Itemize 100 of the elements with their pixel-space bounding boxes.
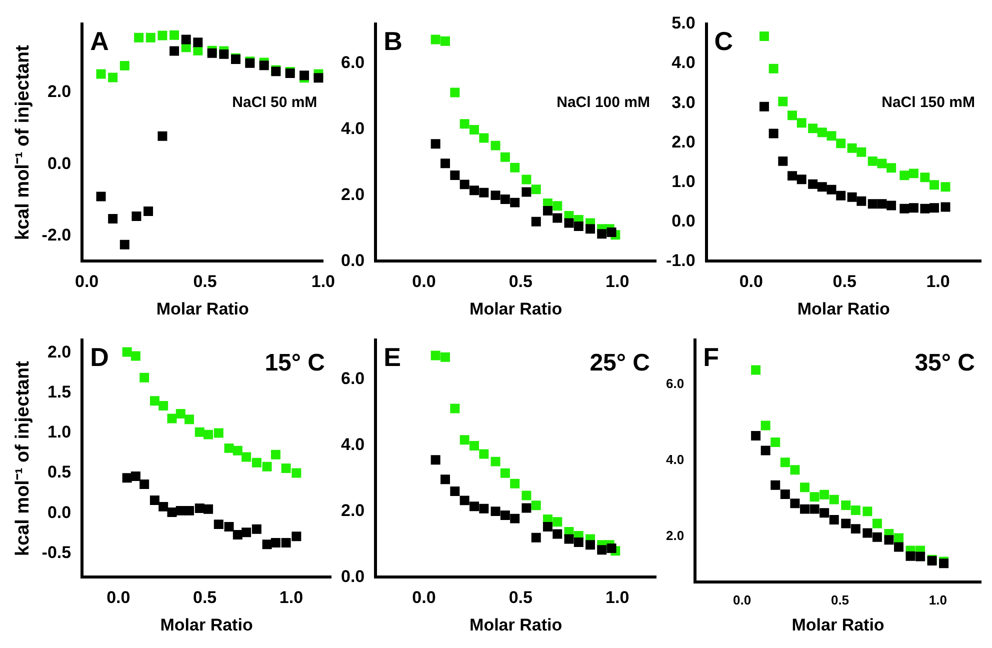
- y-tick-label: -1.0: [666, 250, 696, 270]
- x-tick-label: 0.5: [508, 588, 532, 608]
- point: [847, 143, 857, 153]
- point: [440, 158, 450, 168]
- point: [552, 201, 562, 211]
- point: [144, 206, 154, 216]
- annotation: NaCl 50 mM: [232, 94, 318, 111]
- point: [868, 199, 878, 209]
- point: [122, 473, 132, 483]
- point: [120, 240, 130, 250]
- y-axis-title: kcal mol⁻¹ of injectant: [12, 360, 34, 556]
- point: [167, 508, 177, 518]
- point: [314, 73, 324, 83]
- point: [531, 532, 541, 542]
- point: [836, 190, 846, 200]
- x-axis-title: Molar Ratio: [156, 299, 249, 318]
- point: [826, 184, 836, 194]
- point: [884, 535, 894, 545]
- point: [500, 510, 510, 520]
- point: [542, 206, 552, 216]
- point: [522, 174, 532, 184]
- point: [847, 192, 857, 202]
- point: [262, 540, 272, 550]
- point: [470, 125, 479, 134]
- y-tick-label: 0.0: [672, 211, 696, 230]
- point: [470, 441, 479, 450]
- point: [760, 446, 770, 456]
- point: [193, 38, 203, 48]
- point: [872, 532, 882, 542]
- point: [768, 64, 778, 74]
- point: [836, 138, 846, 148]
- point: [184, 506, 194, 516]
- point: [770, 437, 780, 447]
- point: [479, 449, 489, 459]
- x-axis-title: Molar Ratio: [470, 615, 562, 634]
- point: [900, 204, 910, 214]
- point: [194, 504, 204, 514]
- point: [490, 456, 500, 466]
- point: [450, 486, 460, 496]
- point: [856, 196, 866, 206]
- point: [440, 36, 450, 46]
- point: [531, 184, 541, 194]
- point: [916, 552, 926, 562]
- y-tick-label: -0.5: [42, 542, 72, 562]
- point: [194, 427, 204, 437]
- x-tick-label: 1.0: [311, 272, 336, 292]
- point: [292, 468, 302, 478]
- point: [300, 70, 310, 80]
- point: [817, 182, 827, 192]
- x-tick-label: 0.0: [75, 272, 99, 292]
- point: [207, 48, 217, 58]
- point: [270, 538, 280, 548]
- point: [522, 503, 532, 513]
- x-tick-label: 1.0: [606, 272, 630, 292]
- point: [760, 420, 770, 430]
- point: [430, 455, 440, 465]
- point: [770, 480, 780, 490]
- point: [130, 351, 140, 361]
- point: [150, 496, 160, 506]
- point: [574, 222, 584, 232]
- point: [134, 32, 144, 42]
- x-tick-label: 0.0: [412, 272, 436, 292]
- point: [920, 172, 930, 182]
- point: [826, 131, 836, 141]
- point: [906, 551, 916, 561]
- point: [817, 128, 827, 138]
- point: [796, 174, 806, 184]
- point: [900, 170, 910, 180]
- point: [281, 463, 291, 473]
- point: [856, 147, 866, 157]
- y-tick-label: 2.0: [47, 82, 72, 101]
- point: [214, 520, 224, 530]
- x-tick-label: 0.5: [193, 272, 217, 292]
- point: [751, 430, 761, 440]
- x-tick-label: 0.0: [412, 588, 436, 608]
- x-tick-label: 0.5: [830, 592, 850, 608]
- point: [841, 518, 851, 528]
- point: [531, 500, 541, 510]
- annotation: F: [703, 342, 719, 372]
- point: [606, 227, 616, 237]
- point: [430, 34, 440, 44]
- x-tick-label: 0.0: [739, 272, 763, 292]
- point: [790, 465, 800, 475]
- point: [479, 188, 489, 198]
- point: [450, 404, 460, 414]
- point: [886, 163, 896, 173]
- point: [204, 430, 214, 440]
- point: [800, 482, 810, 492]
- point: [751, 365, 761, 375]
- annotation: E: [384, 342, 401, 372]
- point: [877, 199, 887, 209]
- point: [281, 538, 291, 548]
- y-tick-label: 4.0: [672, 53, 696, 72]
- point: [780, 458, 790, 468]
- y-tick-label: 2.0: [672, 132, 696, 152]
- point: [122, 347, 132, 357]
- point: [470, 186, 479, 196]
- y-tick-label: 2.0: [666, 528, 684, 543]
- x-axis-title: Molar Ratio: [792, 615, 884, 634]
- point: [552, 517, 562, 527]
